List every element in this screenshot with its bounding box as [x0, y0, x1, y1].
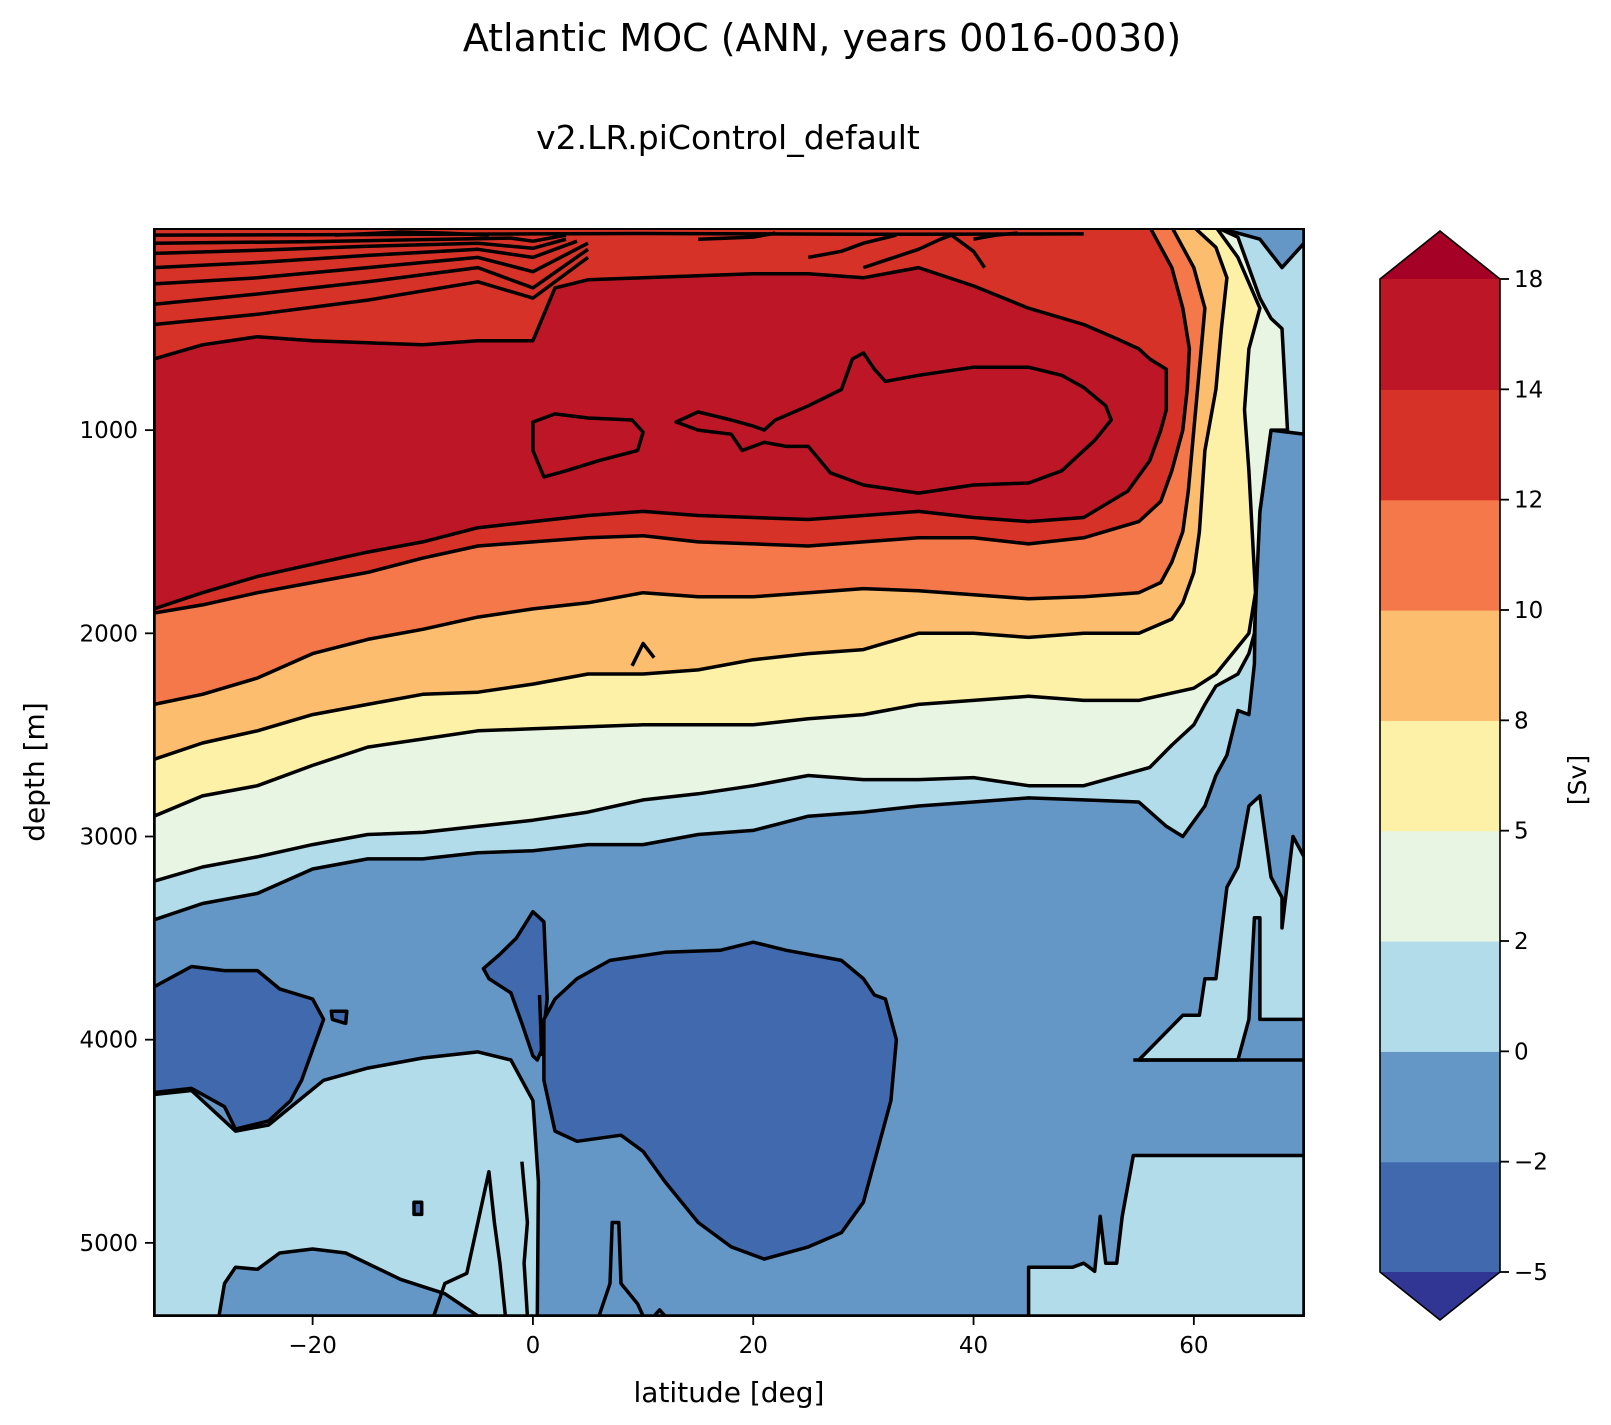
colorbar-tick-label: 18: [1514, 267, 1543, 293]
y-tick-label: 3000: [79, 825, 138, 851]
colorbar-tick-label: 5: [1514, 819, 1529, 845]
plot-frame: [153, 228, 1305, 1317]
colorbar-tick-label: 14: [1514, 377, 1543, 403]
contour-plot-area: [153, 228, 1305, 1317]
contour-region-11: [531, 412, 645, 479]
chart-subtitle: v2.LR.piControl_default: [536, 118, 920, 157]
contour-line-10: [862, 233, 987, 270]
contour-line-15: [520, 1161, 530, 1316]
x-tick-label: −20: [288, 1333, 337, 1359]
contour-line-11: [973, 231, 1018, 241]
contour-region-12: [674, 351, 1113, 495]
contour-line-1: [154, 233, 567, 245]
contour-line-9: [807, 233, 897, 260]
x-tick-label: 60: [1179, 1333, 1208, 1359]
contour-region-16: [329, 1009, 349, 1026]
contour-region-15: [542, 940, 899, 1261]
colorbar-segment: [1380, 279, 1500, 390]
colorbar-segment: [1380, 610, 1500, 721]
contour-line-6: [154, 255, 590, 327]
colorbar-segment: [1380, 389, 1500, 501]
contour-region-3: [1026, 1153, 1304, 1316]
colorbar-tick-label: −5: [1514, 1260, 1548, 1286]
contour-region-2: [154, 1050, 541, 1316]
contour-region-13: [154, 964, 326, 1131]
y-tick-label: 4000: [79, 1028, 138, 1054]
colorbar-tick-label: 0: [1514, 1039, 1529, 1065]
contour-line-7: [334, 230, 489, 237]
contour-region-10: [154, 265, 1169, 611]
colorbar-segment: [1380, 1051, 1500, 1163]
colorbar-segment: [1380, 1161, 1500, 1273]
contour-line-2: [154, 237, 567, 256]
y-axis-label: depth [m]: [18, 702, 51, 842]
contour-region-17: [412, 1200, 424, 1217]
contour-line-12: [630, 641, 656, 667]
x-tick-label: 0: [526, 1333, 541, 1359]
y-axis: 1000 2000 3000 4000 5000: [79, 418, 154, 1257]
colorbar-tick-label: 12: [1514, 488, 1543, 514]
x-axis-label: latitude [deg]: [634, 1376, 825, 1409]
colorbar-over-triangle: [1380, 231, 1500, 279]
contour-line-16: [597, 1220, 645, 1316]
colorbar-segment: [1380, 941, 1500, 1052]
colorbar-tick-label: 2: [1514, 929, 1529, 955]
contour-line-8: [698, 231, 776, 241]
colorbar-tick-label: 8: [1514, 708, 1529, 734]
x-tick-label: 20: [739, 1333, 768, 1359]
colorbar-tick-label: −2: [1514, 1150, 1548, 1176]
colorbar-segment: [1380, 499, 1500, 611]
colorbar-tick-label: 10: [1514, 598, 1543, 624]
y-tick-label: 2000: [79, 621, 138, 647]
colorbar-under-triangle: [1380, 1272, 1500, 1320]
contour-line-5: [154, 247, 590, 306]
y-tick-label: 5000: [79, 1231, 138, 1257]
contour-region-4: [1137, 794, 1304, 1062]
contour-line-3: [154, 239, 578, 270]
contour-line-4: [154, 241, 589, 286]
colorbar-segment: [1380, 720, 1500, 832]
contour-line-17: [652, 1308, 667, 1316]
y-tick-label: 1000: [79, 418, 138, 444]
colorbar-segment: [1380, 830, 1500, 942]
x-axis: −20 0 20 40 60: [288, 1316, 1208, 1359]
chart-title: Atlantic MOC (ANN, years 0016-0030): [463, 16, 1181, 60]
contour-line-13: [537, 994, 544, 1056]
contour-line-0: [154, 231, 1084, 237]
contour-line-18: [432, 1169, 508, 1316]
colorbar-label: [Sv]: [1563, 755, 1592, 805]
colorbar: −5 −2 0 2 5 8 10 12 14 18: [1379, 229, 1548, 1322]
x-tick-label: 40: [959, 1333, 988, 1359]
